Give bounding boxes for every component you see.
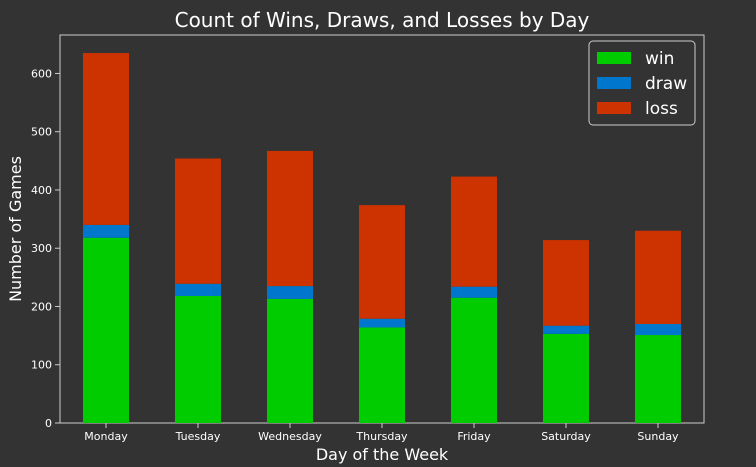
- y-tick-label: 100: [31, 359, 52, 372]
- bar-win-friday: [451, 297, 497, 423]
- bar-draw-tuesday: [175, 283, 221, 296]
- y-tick-label: 300: [31, 242, 52, 255]
- bar-draw-sunday: [635, 323, 681, 336]
- bar-loss-wednesday: [267, 150, 313, 287]
- legend-swatch-draw: [597, 77, 631, 89]
- bar-loss-friday: [451, 176, 497, 287]
- bar-draw-wednesday: [267, 286, 313, 299]
- bar-loss-sunday: [635, 230, 681, 324]
- x-tick-label: Friday: [457, 430, 491, 443]
- x-tick-label: Saturday: [541, 430, 591, 443]
- x-tick-label: Tuesday: [175, 430, 221, 443]
- y-axis-label: Number of Games: [6, 156, 25, 302]
- legend-swatch-win: [597, 52, 631, 64]
- y-tick-label: 200: [31, 300, 52, 313]
- x-axis-label: Day of the Week: [316, 445, 449, 464]
- legend-label-loss: loss: [645, 99, 678, 119]
- x-tick-label: Wednesday: [258, 430, 322, 443]
- chart-title: Count of Wins, Draws, and Losses by Day: [175, 8, 590, 32]
- bar-win-thursday: [359, 327, 405, 423]
- legend-label-draw: draw: [645, 74, 687, 94]
- x-tick-label: Monday: [84, 430, 128, 443]
- bar-draw-friday: [451, 286, 497, 298]
- y-tick-label: 400: [31, 184, 52, 197]
- bar-draw-monday: [83, 224, 129, 238]
- bar-draw-thursday: [359, 318, 405, 328]
- bar-loss-thursday: [359, 205, 405, 319]
- bar-win-wednesday: [267, 298, 313, 423]
- bar-loss-monday: [83, 53, 129, 225]
- bar-win-tuesday: [175, 295, 221, 423]
- bar-win-sunday: [635, 335, 681, 423]
- bar-win-saturday: [543, 333, 589, 423]
- y-tick-label: 600: [31, 67, 52, 80]
- legend-swatch-loss: [597, 102, 631, 114]
- bar-draw-saturday: [543, 325, 589, 334]
- bar-loss-saturday: [543, 240, 589, 326]
- x-tick-label: Sunday: [637, 430, 679, 443]
- y-tick-label: 500: [31, 126, 52, 139]
- y-tick-label: 0: [45, 417, 52, 430]
- x-tick-label: Thursday: [355, 430, 408, 443]
- bar-loss-tuesday: [175, 158, 221, 284]
- legend: win draw loss: [588, 40, 696, 126]
- bar-win-monday: [83, 237, 129, 423]
- legend-label-win: win: [645, 49, 674, 69]
- plot-area: 0 100 200 300 400 500 600 Monday Tuesday Wednesda…: [31, 34, 705, 443]
